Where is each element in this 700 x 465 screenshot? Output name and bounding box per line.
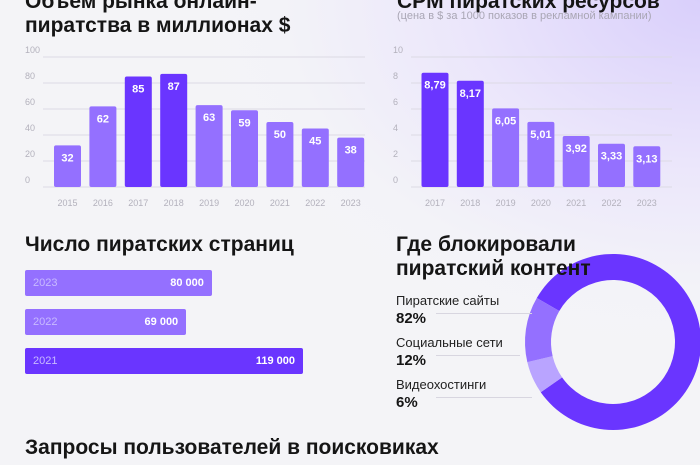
x-tick-label: 2018 [460,198,480,208]
donut-slice [525,298,560,363]
legend-item: Социальные сети 12% [396,335,503,369]
bar [337,137,365,187]
bar [527,121,555,187]
y-tick-label: 4 [393,123,398,133]
bar [195,105,223,187]
x-tick-label: 2017 [425,198,445,208]
x-tick-label: 2020 [531,198,551,208]
x-tick-label: 2019 [496,198,516,208]
x-tick-label: 2023 [637,198,657,208]
donut-slice [527,356,563,393]
data-label: 62 [97,113,109,125]
hbar-year: 2023 [33,277,58,289]
x-tick-label: 2016 [93,198,113,208]
data-label: 50 [274,129,286,141]
bar [421,72,449,187]
data-label: 8,79 [424,80,445,92]
leader-line [436,397,532,398]
data-label: 59 [238,117,250,129]
data-label: 3,13 [636,153,657,165]
legend-item: Видеохостинги 6% [396,377,486,411]
y-tick-label: 100 [25,45,40,55]
leader-line [436,355,520,356]
bar [231,110,258,187]
x-tick-label: 2018 [164,198,184,208]
leader-line [436,313,532,314]
data-label: 45 [309,136,321,148]
x-tick-label: 2022 [305,198,325,208]
data-label: 8,17 [460,88,481,100]
x-tick-label: 2020 [234,198,254,208]
data-label: 87 [168,81,180,93]
y-tick-label: 60 [25,97,35,107]
y-tick-label: 80 [25,71,35,81]
hbar: 2023 80 000 [25,270,212,296]
data-label: 6,05 [495,115,516,127]
chart4-title: Где блокировали пиратский контент [396,233,591,280]
legend-item: Пиратские сайты 82% [396,293,499,327]
y-tick-label: 0 [393,175,398,185]
hbar-year: 2021 [33,355,58,367]
bar [598,143,625,187]
bar [562,136,590,187]
legend-value: 82% [396,310,427,327]
x-tick-label: 2015 [57,198,77,208]
x-tick-label: 2023 [341,198,361,208]
hbar-value: 80 000 [170,277,204,289]
bar [633,146,661,187]
y-tick-label: 20 [25,149,35,159]
data-label: 32 [61,152,73,164]
y-tick-label: 8 [393,71,398,81]
legend-value: 12% [396,352,427,369]
hbar-year: 2022 [33,316,58,328]
y-tick-label: 0 [25,175,30,185]
hbar-value: 69 000 [144,316,179,328]
bar [301,128,329,187]
chart2-subtitle: (цена в $ за 1000 показов в рекламной ка… [397,10,652,22]
data-label: 85 [132,84,144,96]
bar [54,145,81,187]
bar [124,76,152,187]
chart2-title: CPM пиратских ресурсов [397,0,660,13]
bar [266,122,294,187]
legend-label: Пиратские сайты [396,293,500,308]
bar [456,80,484,187]
hbar-value: 119 000 [255,355,295,367]
data-label: 3,33 [601,151,622,163]
hbar: 2021 119 000 [25,348,303,374]
y-tick-label: 10 [393,45,403,55]
x-tick-label: 2017 [128,198,148,208]
data-label: 63 [203,112,215,124]
legend-label: Видеохостинги [396,377,487,392]
hbar: 2022 69 000 [25,309,187,335]
data-label: 38 [345,145,357,157]
legend-value: 6% [396,394,418,411]
x-tick-label: 2022 [601,198,621,208]
bar [89,106,117,187]
bar [492,108,520,187]
y-tick-label: 2 [393,149,398,159]
bar [160,73,188,187]
x-tick-label: 2019 [199,198,219,208]
data-label: 5,01 [530,129,551,141]
x-tick-label: 2021 [566,198,586,208]
y-tick-label: 6 [393,97,398,107]
footer-title: Запросы пользователей в поисковиках [25,436,439,459]
chart1-title: Объем рынка онлайн-пиратства в миллионах… [25,0,291,37]
legend-label: Социальные сети [396,335,503,350]
donut-slice [536,254,700,430]
x-tick-label: 2021 [270,198,290,208]
y-tick-label: 40 [25,123,35,133]
data-label: 3,92 [565,143,586,155]
chart3-title: Число пиратских страниц [25,233,294,256]
